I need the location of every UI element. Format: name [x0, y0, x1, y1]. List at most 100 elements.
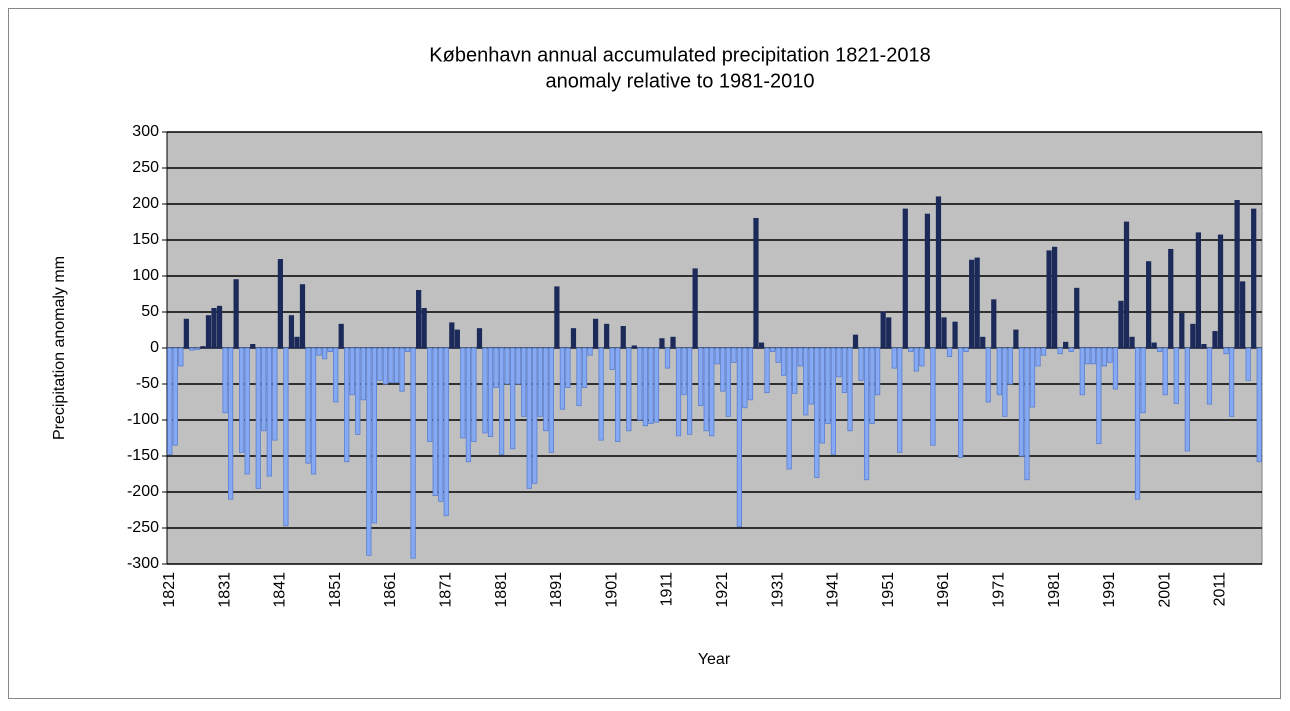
bar [432, 347, 438, 497]
y-tick-label: 300 [132, 123, 159, 140]
x-axis-label: Year [698, 651, 731, 668]
bar [216, 305, 223, 349]
bar [587, 347, 593, 356]
bar [382, 347, 389, 385]
bar [1201, 343, 1207, 349]
bar [941, 317, 947, 349]
bar [421, 307, 427, 349]
y-tick-label: 150 [132, 231, 159, 248]
bar [1245, 347, 1251, 381]
bar [875, 347, 881, 396]
bar [742, 347, 748, 409]
bar [1107, 347, 1113, 363]
bar [814, 347, 820, 479]
bar [653, 347, 660, 423]
bar [1240, 281, 1246, 349]
bar [957, 347, 964, 458]
bar [869, 347, 875, 424]
bar [1234, 199, 1240, 349]
bar [592, 318, 599, 349]
bar [1217, 234, 1224, 349]
y-tick-label: -300 [127, 555, 159, 572]
bar [393, 347, 400, 383]
bar [205, 315, 212, 349]
bar [996, 347, 1002, 396]
bar [675, 347, 682, 437]
bar [604, 323, 610, 349]
bar [399, 347, 405, 392]
bar [543, 347, 549, 432]
bar [1195, 232, 1202, 349]
bar [1134, 347, 1141, 500]
bar [416, 289, 422, 349]
bar [471, 347, 477, 442]
bar [620, 325, 626, 349]
bar [1146, 261, 1152, 349]
bar [288, 315, 295, 349]
x-tick-label: 2001 [1156, 572, 1173, 608]
bar [1129, 336, 1135, 349]
bar [1162, 347, 1168, 396]
bar [681, 347, 687, 396]
bar [537, 347, 543, 417]
bar [698, 347, 704, 406]
bar [991, 299, 997, 349]
x-tick-label: 1961 [935, 572, 952, 608]
x-tick-label: 1911 [659, 572, 676, 607]
bar [277, 259, 283, 349]
bar [1063, 341, 1069, 349]
bar [194, 347, 201, 350]
bar [769, 347, 776, 352]
bar [897, 347, 903, 453]
bar [1101, 347, 1107, 367]
bar [642, 347, 648, 427]
bar [598, 347, 604, 441]
bar [305, 347, 311, 464]
bar [720, 347, 726, 392]
x-tick-label: 1831 [216, 572, 233, 608]
bar [504, 347, 510, 385]
bar [266, 347, 272, 477]
bar [731, 347, 737, 363]
bar [526, 347, 532, 489]
bar [1096, 347, 1102, 445]
bar [659, 338, 665, 349]
bar [1090, 347, 1096, 365]
bar [327, 347, 333, 352]
bar [1173, 347, 1179, 404]
bar [443, 347, 449, 517]
bar [178, 347, 184, 367]
bar [404, 347, 411, 352]
bar [830, 347, 837, 455]
y-tick-label: 200 [132, 195, 159, 212]
bar [1029, 347, 1036, 408]
bar [858, 347, 864, 381]
x-tick-label: 1881 [493, 572, 510, 608]
bar [261, 347, 267, 432]
bar [913, 347, 919, 372]
bar [548, 347, 554, 453]
bar [631, 345, 637, 349]
bar [803, 347, 809, 416]
bar [427, 347, 433, 442]
x-tick-label: 1981 [1046, 572, 1063, 608]
bar [1151, 342, 1157, 349]
bar [239, 347, 245, 453]
bar [299, 284, 306, 349]
bar [1212, 331, 1218, 349]
bar [670, 336, 676, 349]
bar [172, 347, 178, 446]
bar [570, 328, 577, 349]
bar [454, 329, 460, 349]
bar [565, 347, 571, 388]
bar [1112, 347, 1119, 390]
bar [1251, 208, 1257, 349]
bar [493, 347, 499, 388]
bar [974, 257, 980, 349]
x-tick-label: 1991 [1101, 572, 1118, 608]
bar [310, 347, 317, 475]
bar [1157, 347, 1163, 352]
bar [250, 343, 256, 349]
bar [764, 347, 770, 394]
